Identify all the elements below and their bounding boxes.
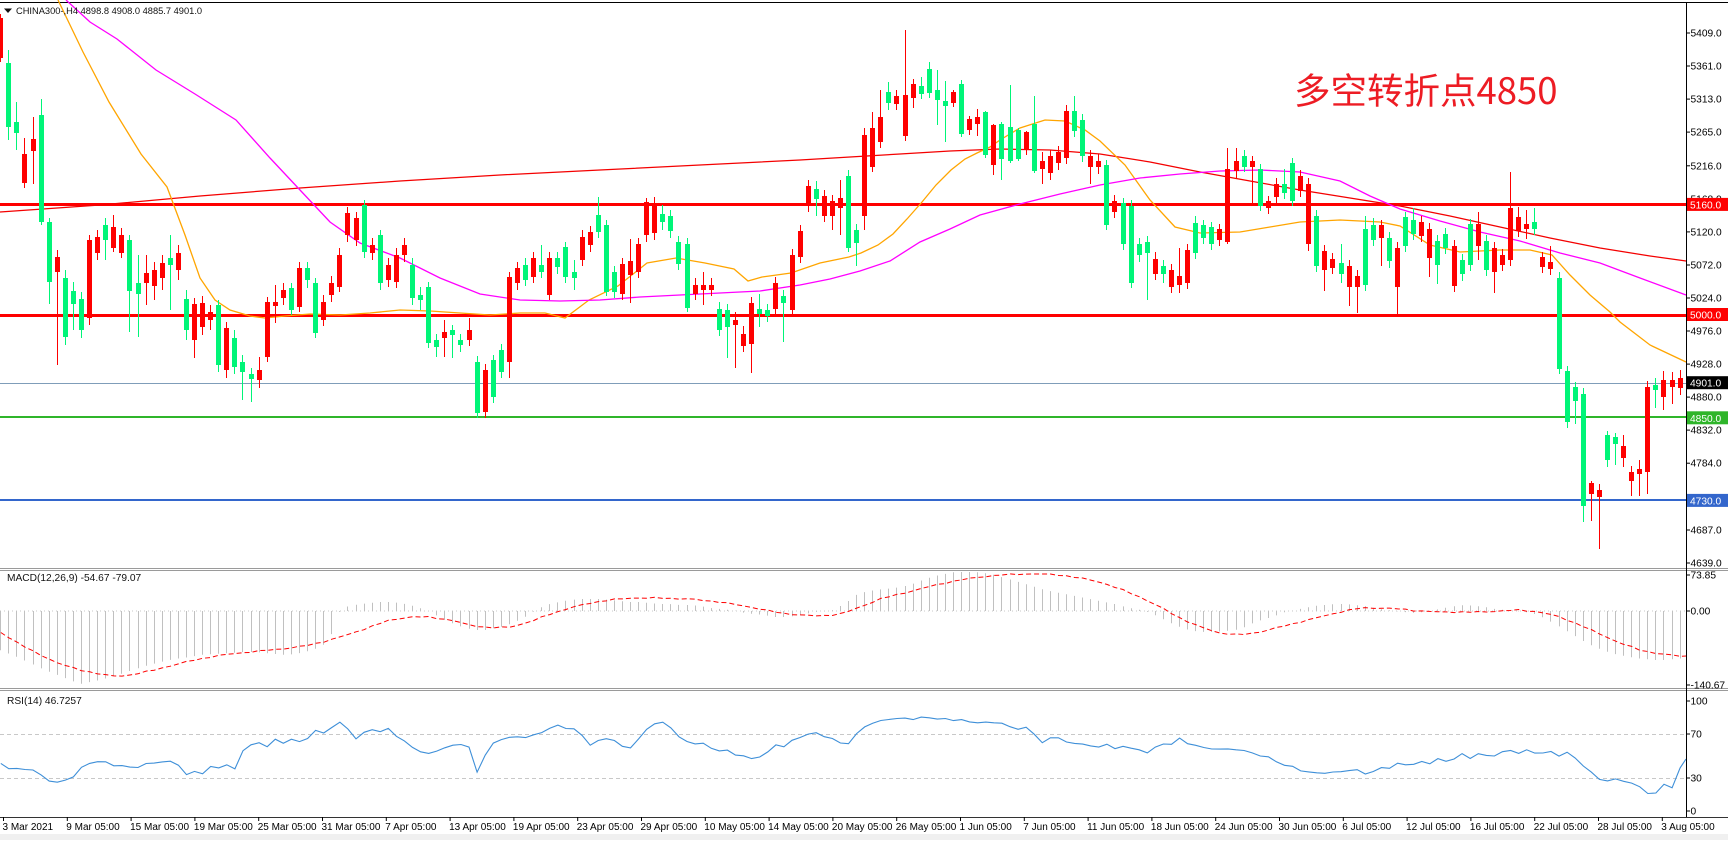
- svg-text:5313.0: 5313.0: [1691, 95, 1722, 106]
- svg-text:4639.0: 4639.0: [1691, 559, 1722, 570]
- svg-text:25 Mar 05:00: 25 Mar 05:00: [258, 822, 317, 833]
- svg-text:3 Mar 2021: 3 Mar 2021: [3, 822, 54, 833]
- svg-text:3 Aug 05:00: 3 Aug 05:00: [1661, 822, 1715, 833]
- svg-text:23 Apr 05:00: 23 Apr 05:00: [577, 822, 634, 833]
- svg-text:4976.0: 4976.0: [1691, 327, 1722, 338]
- svg-text:5216.0: 5216.0: [1691, 161, 1722, 172]
- svg-text:24 Jun 05:00: 24 Jun 05:00: [1215, 822, 1273, 833]
- svg-text:5409.0: 5409.0: [1691, 29, 1722, 40]
- svg-text:12 Jul 05:00: 12 Jul 05:00: [1406, 822, 1461, 833]
- svg-text:15 Mar 05:00: 15 Mar 05:00: [130, 822, 189, 833]
- svg-text:19 Apr 05:00: 19 Apr 05:00: [513, 822, 570, 833]
- svg-text:4730.0: 4730.0: [1690, 496, 1721, 507]
- svg-text:28 Jul 05:00: 28 Jul 05:00: [1598, 822, 1653, 833]
- svg-text:5000.0: 5000.0: [1690, 311, 1721, 322]
- svg-text:19 Mar 05:00: 19 Mar 05:00: [194, 822, 253, 833]
- svg-text:CHINA300-,H4 4898.8 4908.0 48: CHINA300-,H4 4898.8 4908.0 4885.7 4901.0: [16, 6, 202, 16]
- svg-text:5160.0: 5160.0: [1690, 200, 1721, 211]
- svg-text:5361.0: 5361.0: [1691, 62, 1722, 73]
- svg-text:5265.0: 5265.0: [1691, 128, 1722, 139]
- svg-text:11 Jun 05:00: 11 Jun 05:00: [1087, 822, 1145, 833]
- svg-text:13 Apr 05:00: 13 Apr 05:00: [449, 822, 506, 833]
- svg-text:100: 100: [1691, 697, 1708, 708]
- svg-text:10 May 05:00: 10 May 05:00: [704, 822, 765, 833]
- svg-text:1 Jun 05:00: 1 Jun 05:00: [960, 822, 1013, 833]
- svg-text:18 Jun 05:00: 18 Jun 05:00: [1151, 822, 1209, 833]
- svg-text:5120.0: 5120.0: [1691, 227, 1722, 238]
- svg-text:20 May 05:00: 20 May 05:00: [832, 822, 893, 833]
- svg-text:5072.0: 5072.0: [1691, 261, 1722, 272]
- svg-text:9 Mar 05:00: 9 Mar 05:00: [66, 822, 120, 833]
- svg-text:30: 30: [1691, 774, 1703, 785]
- svg-text:4880.0: 4880.0: [1691, 393, 1722, 404]
- svg-text:4928.0: 4928.0: [1691, 360, 1722, 371]
- svg-text:4832.0: 4832.0: [1691, 426, 1722, 437]
- svg-text:26 May 05:00: 26 May 05:00: [896, 822, 957, 833]
- svg-text:6 Jul 05:00: 6 Jul 05:00: [1342, 822, 1391, 833]
- svg-text:7 Apr 05:00: 7 Apr 05:00: [385, 822, 437, 833]
- svg-text:5024.0: 5024.0: [1691, 294, 1722, 305]
- svg-text:16 Jul 05:00: 16 Jul 05:00: [1470, 822, 1525, 833]
- svg-text:29 Apr 05:00: 29 Apr 05:00: [641, 822, 698, 833]
- svg-text:73.85: 73.85: [1691, 571, 1717, 582]
- svg-text:0: 0: [1691, 807, 1697, 818]
- svg-text:RSI(14) 46.7257: RSI(14) 46.7257: [7, 696, 82, 707]
- svg-text:MACD(12,26,9) -54.67 -79.07: MACD(12,26,9) -54.67 -79.07: [7, 573, 142, 584]
- svg-text:7 Jun 05:00: 7 Jun 05:00: [1023, 822, 1076, 833]
- svg-text:30 Jun 05:00: 30 Jun 05:00: [1279, 822, 1337, 833]
- svg-text:4901.0: 4901.0: [1690, 379, 1721, 390]
- svg-text:4687.0: 4687.0: [1691, 526, 1722, 537]
- svg-text:22 Jul 05:00: 22 Jul 05:00: [1534, 822, 1589, 833]
- svg-text:4784.0: 4784.0: [1691, 459, 1722, 470]
- svg-text:4850.0: 4850.0: [1690, 414, 1721, 425]
- svg-text:70: 70: [1691, 730, 1703, 741]
- svg-text:-140.67: -140.67: [1691, 681, 1726, 692]
- svg-text:14 May 05:00: 14 May 05:00: [768, 822, 829, 833]
- svg-text:0.00: 0.00: [1691, 607, 1711, 618]
- svg-text:31 Mar 05:00: 31 Mar 05:00: [322, 822, 381, 833]
